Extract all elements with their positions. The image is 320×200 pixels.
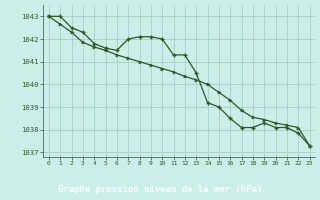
Text: Graphe pression niveau de la mer (hPa): Graphe pression niveau de la mer (hPa) bbox=[58, 185, 262, 194]
